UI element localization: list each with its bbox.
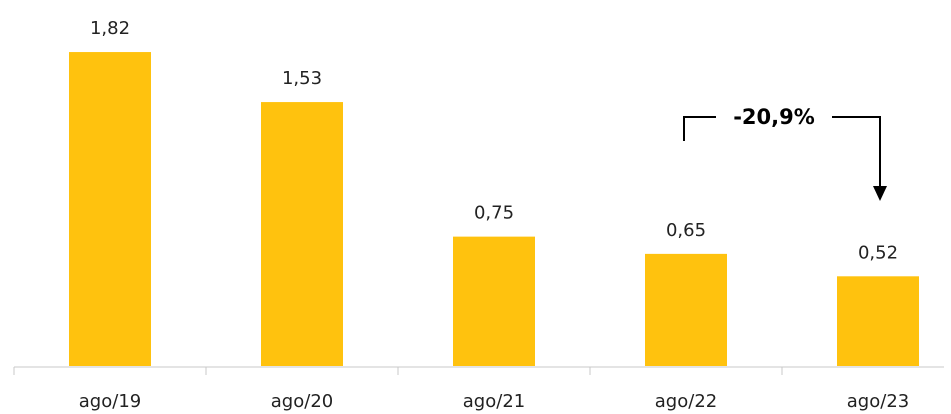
data-label: 0,75: [474, 203, 514, 224]
bar-ago-21: [453, 236, 535, 366]
bar-ago-23: [837, 276, 919, 366]
annotation-label: -20,9%: [733, 105, 815, 129]
annotation-arrowhead: [873, 186, 887, 201]
annotation-bracket-right: [832, 116, 881, 186]
data-label: 1,82: [90, 18, 130, 39]
x-axis-ticks-group: ago/19 ago/20 ago/21 ago/22 ago/23: [13, 367, 909, 412]
data-label: 0,65: [666, 220, 706, 241]
change-annotation: -20,9%: [683, 105, 887, 201]
x-tick-label: ago/21: [463, 391, 525, 412]
annotation-bracket-left: [683, 116, 716, 141]
bars-group: [69, 52, 919, 367]
x-tick-label: ago/20: [271, 391, 333, 412]
bar-ago-19: [69, 52, 151, 367]
bar-ago-20: [261, 102, 343, 366]
bar-ago-22: [645, 253, 727, 366]
data-label: 1,53: [282, 68, 322, 89]
data-labels-group: 1,82 1,53 0,75 0,65 0,52: [90, 18, 898, 263]
x-tick-label: ago/22: [655, 391, 717, 412]
x-tick-label: ago/23: [847, 391, 909, 412]
data-label: 0,52: [858, 242, 898, 263]
x-tick-label: ago/19: [79, 391, 141, 412]
